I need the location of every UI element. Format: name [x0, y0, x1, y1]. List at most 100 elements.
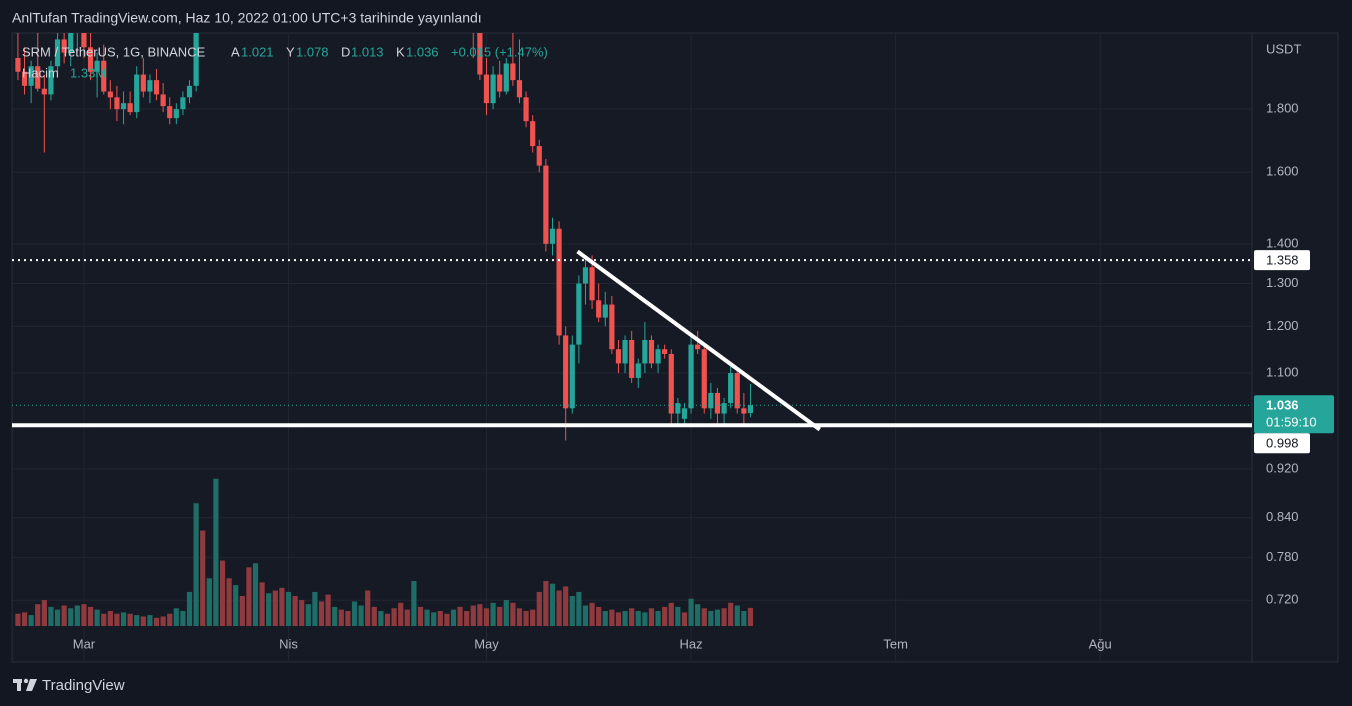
volume-bar	[523, 611, 529, 626]
candle-body	[714, 392, 721, 414]
volume-bar	[470, 605, 476, 626]
volume-bar	[516, 608, 523, 626]
price-label: 0.998	[1266, 436, 1299, 451]
volume-bar	[120, 612, 127, 626]
volume-bar	[312, 591, 318, 626]
volume-bar	[200, 530, 206, 626]
volume-value: 1.33M	[70, 65, 106, 80]
price-label-box	[1254, 433, 1310, 454]
volume-bar	[576, 591, 582, 626]
volume-bar	[332, 606, 338, 626]
volume-bar	[556, 590, 562, 626]
y-tick-label: 0.720	[1266, 592, 1299, 607]
candle-body	[180, 97, 186, 110]
volume-bar	[41, 600, 47, 626]
y-tick-label: 0.920	[1266, 460, 1299, 475]
candle-body	[81, 33, 87, 48]
volume-bar	[134, 615, 140, 626]
volume-bar	[252, 563, 259, 626]
volume-bar	[61, 605, 67, 626]
volume-bar	[464, 611, 470, 626]
volume-bar	[28, 615, 34, 626]
volume-bar	[292, 596, 298, 626]
candle-body	[523, 97, 529, 122]
volume-bar	[325, 594, 331, 626]
volume-bar	[338, 609, 344, 626]
candle-body	[503, 63, 509, 92]
candle-body	[629, 340, 635, 378]
volume-bar	[404, 609, 410, 626]
volume-bar	[147, 615, 153, 626]
candle-body	[747, 405, 754, 414]
candle-body	[589, 267, 595, 301]
volume-bar	[635, 611, 641, 626]
candle-body	[549, 228, 556, 244]
y-tick-label: 1.200	[1266, 318, 1299, 333]
candle-body	[54, 39, 61, 67]
ohlc-name: Y	[286, 44, 295, 59]
candle-body	[114, 97, 120, 110]
volume-bar	[351, 601, 358, 626]
volume-bar	[622, 611, 628, 626]
candle-body	[167, 106, 173, 119]
logo-part	[23, 678, 29, 684]
candle-body	[662, 349, 668, 354]
volume-bar	[602, 611, 608, 626]
volume-bar	[444, 613, 450, 626]
candle-body	[87, 47, 94, 72]
candle-body	[734, 373, 740, 409]
volume-bar	[662, 606, 668, 626]
volume-bar	[173, 608, 179, 626]
candle-body	[596, 300, 602, 318]
footer-brand: TradingView	[42, 677, 125, 694]
candle-body	[15, 58, 21, 72]
candle-body	[516, 80, 523, 98]
price-label-box	[1254, 395, 1334, 434]
volume-bar	[629, 608, 635, 626]
candle-body	[648, 340, 655, 364]
candle-body	[536, 146, 542, 166]
volume-bar	[728, 602, 734, 626]
candle-body	[582, 267, 589, 284]
candle-body	[741, 408, 747, 414]
chart-pane	[11, 32, 1339, 663]
volume-bar	[483, 608, 490, 626]
volume-bar	[266, 593, 272, 626]
ohlc-value: 1.021	[241, 44, 274, 59]
candle-body	[101, 60, 107, 92]
volume-bar	[417, 606, 424, 626]
ohlc-value: 1.036	[406, 44, 439, 59]
volume-bar	[734, 605, 740, 626]
volume-bar	[358, 605, 364, 626]
volume-bar	[681, 612, 688, 626]
volume-bar	[549, 583, 556, 626]
volume-bar	[457, 606, 463, 626]
candle-body	[510, 63, 516, 81]
candle-body	[28, 66, 34, 86]
volume-bar	[81, 604, 87, 626]
volume-bar	[107, 611, 113, 626]
countdown: 01:59:10	[1266, 415, 1317, 430]
volume-bar	[21, 612, 28, 626]
x-tick-label: Haz	[680, 636, 703, 651]
volume-bar	[318, 601, 325, 626]
volume-bar	[233, 585, 239, 626]
volume-bar	[411, 581, 417, 626]
overlay: 1.800 1.600 1.400 1.300 1.200 1.100 0.920 0.840…	[12, 44, 1334, 651]
candle-body	[193, 33, 199, 86]
candle-body	[21, 71, 28, 86]
candle-body	[721, 403, 727, 414]
ohlc-value: 1.078	[296, 44, 329, 59]
volume-bar	[477, 604, 483, 626]
y-tick-label: 1.600	[1266, 164, 1299, 179]
volume-bar	[239, 596, 245, 626]
price-label: 1.036	[1266, 398, 1299, 413]
candle-body	[153, 80, 160, 95]
x-tick-label: Ağu	[1089, 636, 1112, 651]
volume-bar	[167, 613, 173, 626]
candle-body	[556, 228, 562, 336]
candle-body	[477, 33, 483, 75]
candle-body	[622, 340, 628, 364]
volume-bar	[721, 608, 727, 626]
y-tick-label: 0.840	[1266, 509, 1299, 524]
